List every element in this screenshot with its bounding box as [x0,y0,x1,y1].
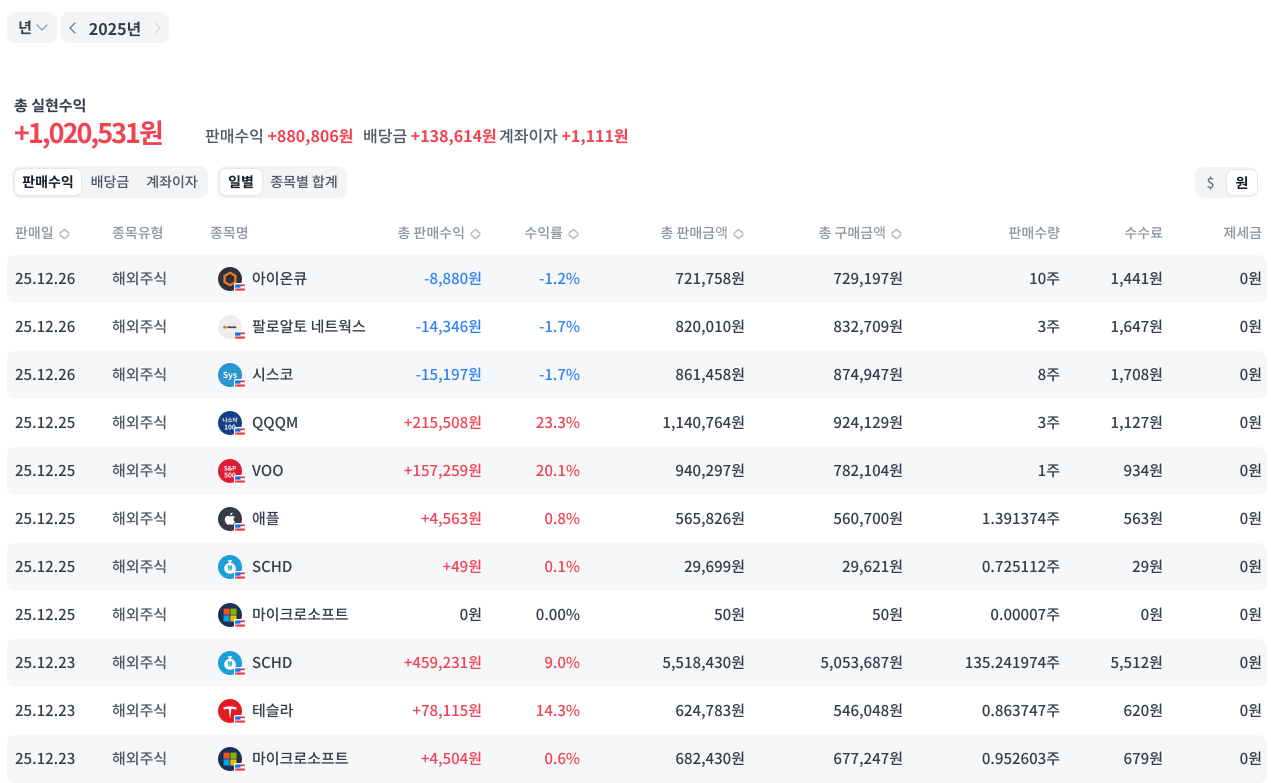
svg-text:₩: ₩ [227,563,233,574]
svg-text:나스닥: 나스닥 [223,416,238,424]
svg-text:₩: ₩ [227,659,233,670]
svg-text:100: 100 [224,421,236,431]
svg-text:S&P: S&P [224,464,236,473]
svg-text:500: 500 [224,470,236,480]
svg-text:Sys: Sys [223,369,237,381]
